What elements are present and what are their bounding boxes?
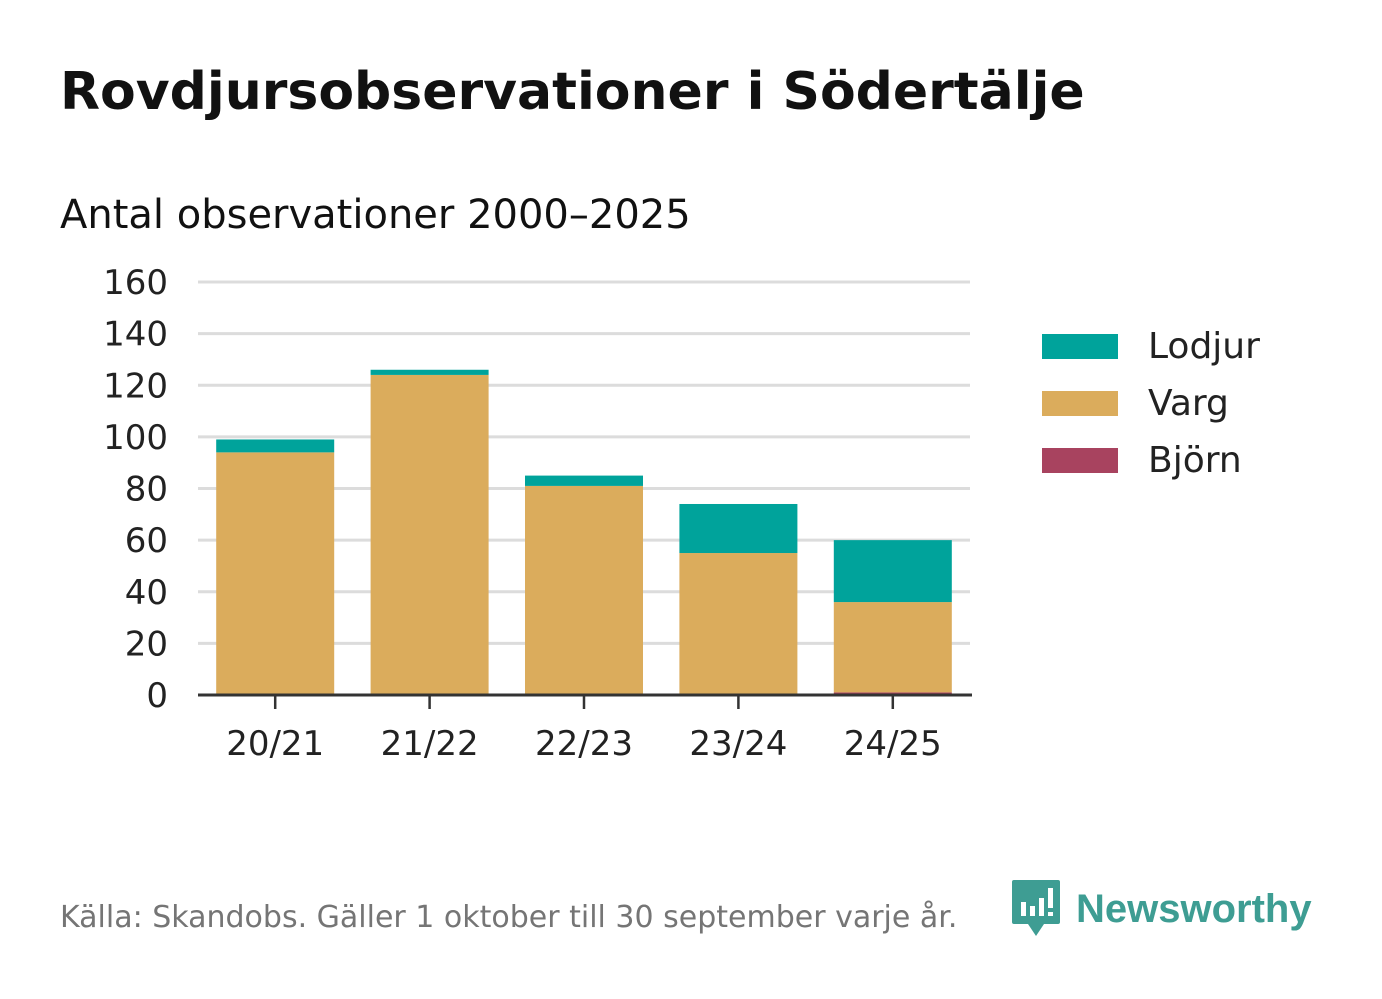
bar-lodjur-21-22 xyxy=(370,369,489,375)
bar-varg-20-21 xyxy=(216,452,335,695)
chart-subtitle: Antal observationer 2000–2025 xyxy=(60,192,691,238)
x-tick-label: 22/23 xyxy=(535,724,633,764)
source-note: Källa: Skandobs. Gäller 1 oktober till 3… xyxy=(60,900,958,935)
y-tick-label: 160 xyxy=(103,263,168,303)
y-tick-label: 100 xyxy=(103,418,168,458)
bar-varg-24-25 xyxy=(833,602,952,693)
brand-name: Newsworthy xyxy=(1076,886,1312,931)
newsworthy-logo-icon xyxy=(1012,880,1060,936)
legend-item: Lodjur xyxy=(1042,318,1260,375)
legend-label: Björn xyxy=(1148,440,1242,481)
bar-varg-22-23 xyxy=(525,485,643,695)
bar-varg-23-24 xyxy=(679,553,798,695)
legend-swatch xyxy=(1042,391,1118,416)
bar-lodjur-24-25 xyxy=(833,540,952,603)
legend-item: Varg xyxy=(1042,375,1260,432)
legend-swatch xyxy=(1042,334,1118,359)
y-tick-label: 0 xyxy=(146,676,168,716)
chart-title: Rovdjursobservationer i Södertälje xyxy=(60,62,1085,122)
brand: Newsworthy xyxy=(1010,878,1312,940)
bar-varg-21-22 xyxy=(370,374,489,695)
x-tick-label: 21/22 xyxy=(381,724,479,764)
bar-lodjur-20-21 xyxy=(216,439,335,453)
bar-lodjur-22-23 xyxy=(525,475,643,486)
y-tick-label: 120 xyxy=(103,366,168,406)
legend-item: Björn xyxy=(1042,432,1260,489)
legend-swatch xyxy=(1042,448,1118,473)
y-tick-label: 20 xyxy=(125,624,168,664)
legend: Lodjur Varg Björn xyxy=(1042,318,1260,489)
x-tick-label: 23/24 xyxy=(689,724,787,764)
x-tick-label: 24/25 xyxy=(844,724,942,764)
y-tick-label: 60 xyxy=(125,521,168,561)
legend-label: Lodjur xyxy=(1148,326,1260,367)
x-tick-label: 20/21 xyxy=(226,724,324,764)
legend-label: Varg xyxy=(1148,383,1229,424)
bar-lodjur-23-24 xyxy=(679,503,798,554)
y-tick-label: 140 xyxy=(103,315,168,355)
y-tick-label: 80 xyxy=(125,470,168,510)
y-tick-label: 40 xyxy=(125,573,168,613)
